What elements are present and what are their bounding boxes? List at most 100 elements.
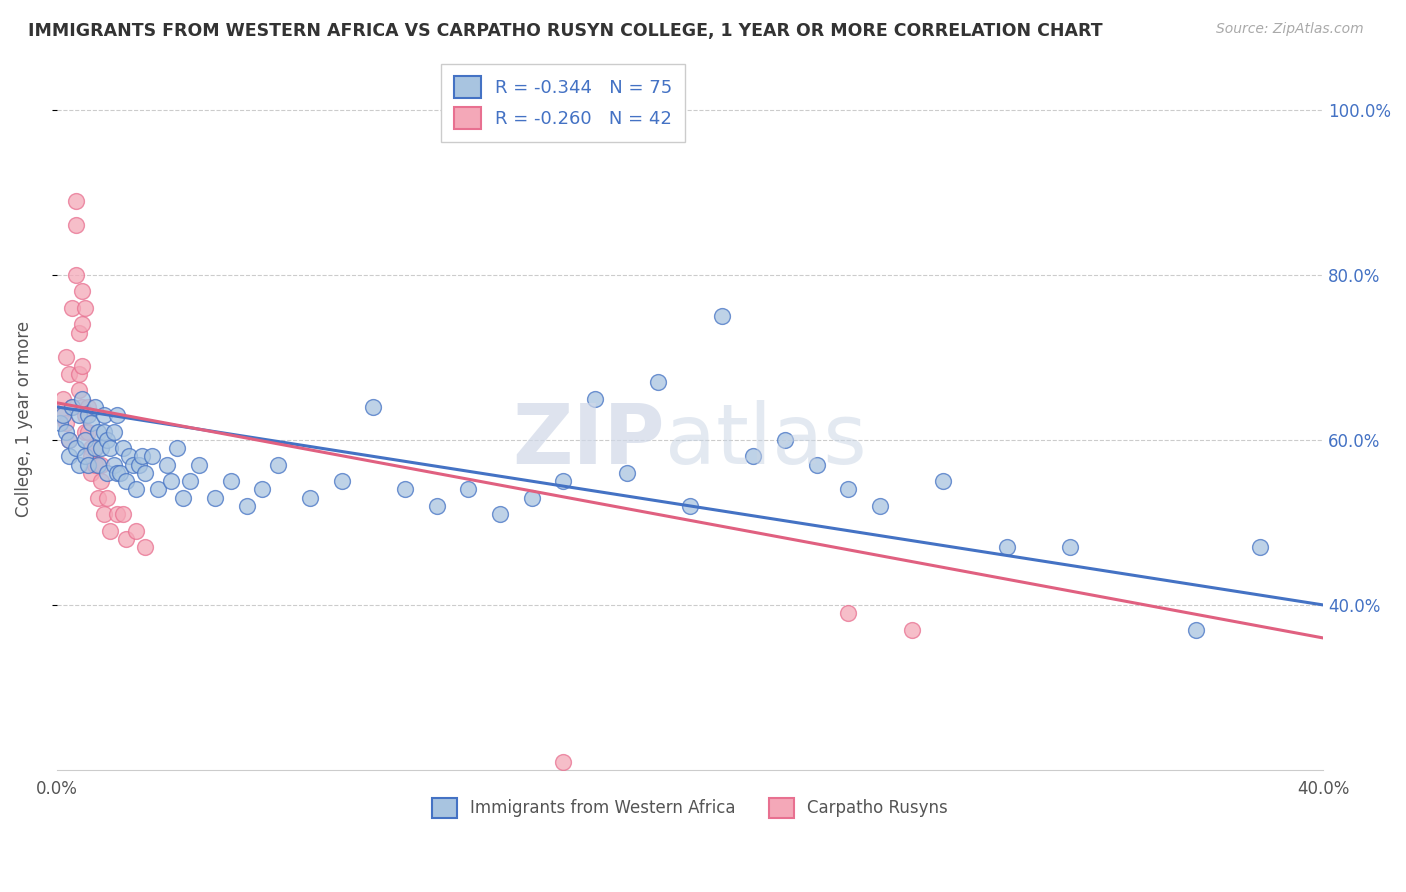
Point xyxy=(65,194,87,208)
Point xyxy=(115,474,138,488)
Point xyxy=(75,408,97,422)
Point xyxy=(93,507,115,521)
Point xyxy=(90,441,112,455)
Point xyxy=(83,400,105,414)
Point xyxy=(62,301,84,315)
Point xyxy=(96,433,118,447)
Point xyxy=(96,491,118,505)
Point xyxy=(394,483,416,497)
Point xyxy=(58,367,80,381)
Point xyxy=(96,466,118,480)
Point xyxy=(77,425,100,439)
Point xyxy=(553,474,575,488)
Point xyxy=(806,458,828,472)
Point xyxy=(128,458,150,472)
Point xyxy=(87,425,110,439)
Point xyxy=(49,408,72,422)
Point xyxy=(489,507,512,521)
Point xyxy=(75,450,97,464)
Point xyxy=(67,458,90,472)
Point xyxy=(204,491,226,505)
Point xyxy=(62,400,84,414)
Point xyxy=(837,483,859,497)
Point xyxy=(616,466,638,480)
Point xyxy=(647,375,669,389)
Point xyxy=(77,408,100,422)
Point xyxy=(1059,540,1081,554)
Point xyxy=(52,392,75,406)
Point xyxy=(83,441,105,455)
Point xyxy=(146,483,169,497)
Point xyxy=(330,474,353,488)
Point xyxy=(70,392,93,406)
Point xyxy=(583,392,606,406)
Point xyxy=(55,351,77,365)
Point xyxy=(121,458,143,472)
Point xyxy=(103,425,125,439)
Point xyxy=(105,466,128,480)
Text: IMMIGRANTS FROM WESTERN AFRICA VS CARPATHO RUSYN COLLEGE, 1 YEAR OR MORE CORRELA: IMMIGRANTS FROM WESTERN AFRICA VS CARPAT… xyxy=(28,22,1102,40)
Point xyxy=(1249,540,1271,554)
Point xyxy=(679,499,702,513)
Point xyxy=(188,458,211,472)
Point xyxy=(118,450,141,464)
Point xyxy=(773,433,796,447)
Point xyxy=(426,499,449,513)
Point xyxy=(93,425,115,439)
Point xyxy=(361,400,384,414)
Point xyxy=(62,400,84,414)
Point xyxy=(134,466,156,480)
Point xyxy=(837,606,859,620)
Point xyxy=(80,450,103,464)
Point xyxy=(83,458,105,472)
Point xyxy=(70,318,93,332)
Point xyxy=(103,458,125,472)
Point xyxy=(520,491,543,505)
Point xyxy=(900,623,922,637)
Point xyxy=(49,417,72,431)
Point xyxy=(77,400,100,414)
Point xyxy=(55,425,77,439)
Point xyxy=(93,408,115,422)
Point xyxy=(267,458,290,472)
Point xyxy=(131,450,153,464)
Point xyxy=(457,483,479,497)
Point xyxy=(742,450,765,464)
Point xyxy=(172,491,194,505)
Point xyxy=(58,450,80,464)
Point xyxy=(80,441,103,455)
Point xyxy=(115,532,138,546)
Text: ZIP: ZIP xyxy=(512,400,665,481)
Point xyxy=(995,540,1018,554)
Y-axis label: College, 1 year or more: College, 1 year or more xyxy=(15,321,32,517)
Point xyxy=(52,408,75,422)
Point xyxy=(156,458,179,472)
Legend: Immigrants from Western Africa, Carpatho Rusyns: Immigrants from Western Africa, Carpatho… xyxy=(425,791,955,825)
Point xyxy=(55,417,77,431)
Point xyxy=(710,309,733,323)
Point xyxy=(90,458,112,472)
Point xyxy=(869,499,891,513)
Point xyxy=(141,450,163,464)
Point xyxy=(179,474,201,488)
Point xyxy=(112,507,135,521)
Point xyxy=(67,326,90,340)
Point xyxy=(252,483,274,497)
Point xyxy=(932,474,955,488)
Point xyxy=(83,441,105,455)
Point xyxy=(159,474,181,488)
Point xyxy=(65,219,87,233)
Point xyxy=(67,408,90,422)
Point xyxy=(125,524,148,538)
Point xyxy=(112,441,135,455)
Point xyxy=(58,433,80,447)
Point xyxy=(80,417,103,431)
Point xyxy=(166,441,188,455)
Point xyxy=(90,474,112,488)
Point xyxy=(298,491,321,505)
Point xyxy=(70,359,93,373)
Point xyxy=(125,483,148,497)
Point xyxy=(75,433,97,447)
Point xyxy=(219,474,242,488)
Point xyxy=(80,466,103,480)
